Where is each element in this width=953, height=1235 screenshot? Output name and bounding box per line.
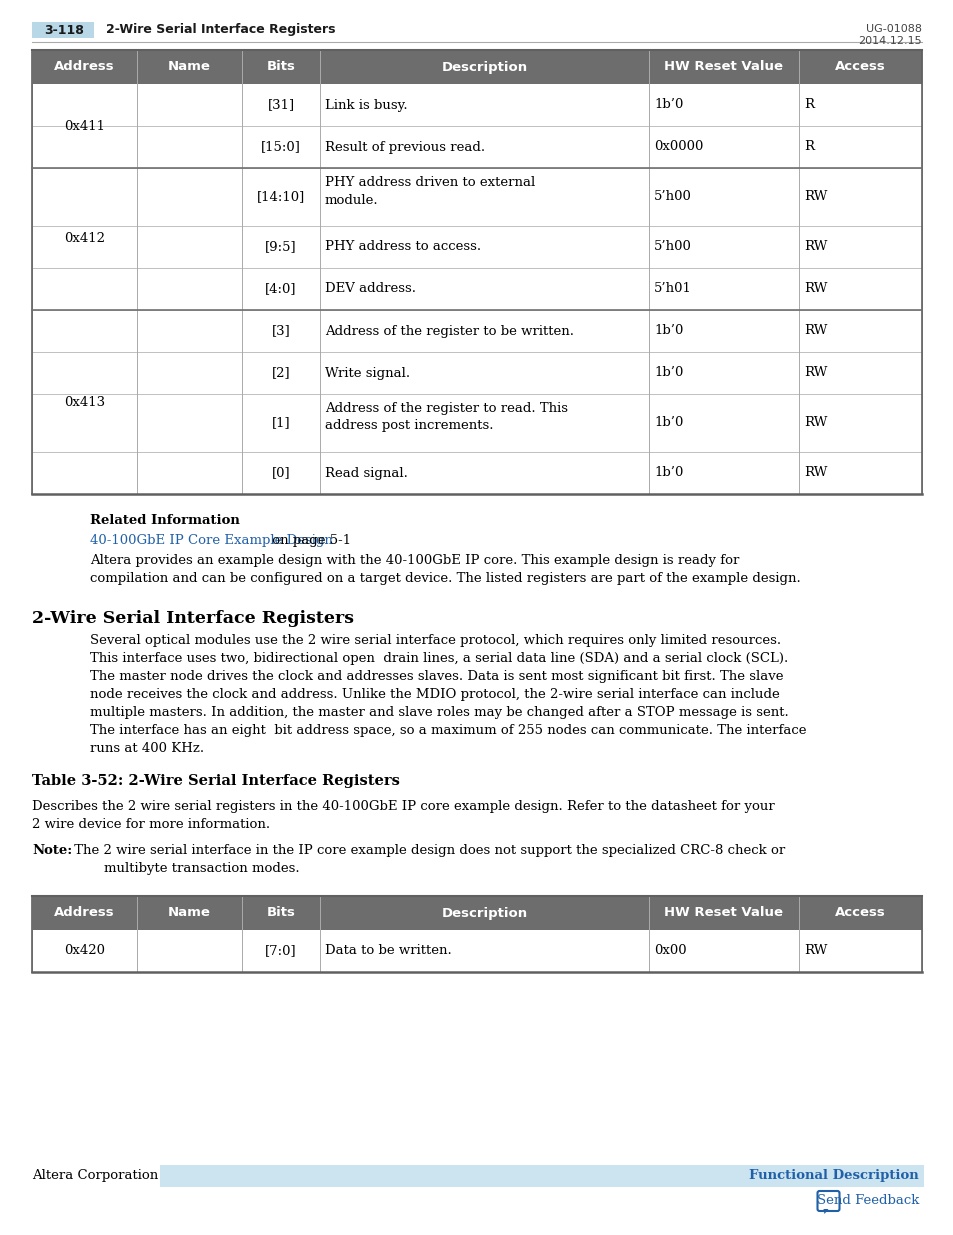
Text: Table 3-52: 2-Wire Serial Interface Registers: Table 3-52: 2-Wire Serial Interface Regi… [32, 774, 399, 788]
Text: Description: Description [441, 61, 527, 74]
Text: [4:0]: [4:0] [265, 283, 296, 295]
Text: Note:: Note: [32, 844, 72, 857]
Text: 5’h01: 5’h01 [654, 283, 691, 295]
Text: 0x0000: 0x0000 [654, 141, 702, 153]
Text: [2]: [2] [272, 367, 290, 379]
Text: RW: RW [803, 190, 826, 204]
Text: 0x412: 0x412 [64, 232, 105, 246]
Text: Description: Description [441, 906, 527, 920]
Text: RW: RW [803, 945, 826, 957]
Text: 1b’0: 1b’0 [654, 367, 682, 379]
FancyBboxPatch shape [32, 22, 94, 38]
Text: Result of previous read.: Result of previous read. [325, 141, 485, 153]
Text: Write signal.: Write signal. [325, 367, 410, 379]
Text: Altera provides an example design with the 40-100GbE IP core. This example desig: Altera provides an example design with t… [90, 555, 800, 585]
Text: R: R [803, 99, 813, 111]
Text: 0x420: 0x420 [64, 945, 105, 957]
Text: HW Reset Value: HW Reset Value [664, 906, 782, 920]
Text: [1]: [1] [272, 416, 290, 430]
FancyBboxPatch shape [160, 1165, 923, 1187]
Text: Address of the register to be written.: Address of the register to be written. [325, 325, 574, 337]
Text: RW: RW [803, 241, 826, 253]
Text: 5’h00: 5’h00 [654, 190, 691, 204]
Text: UG-01088: UG-01088 [865, 23, 921, 35]
Text: Address of the register to read. This
address post increments.: Address of the register to read. This ad… [325, 403, 567, 432]
Text: 40-100GbE IP Core Example Design: 40-100GbE IP Core Example Design [90, 534, 333, 547]
Text: RW: RW [803, 367, 826, 379]
Text: 0x413: 0x413 [64, 395, 105, 409]
Text: [31]: [31] [267, 99, 294, 111]
Text: RW: RW [803, 325, 826, 337]
Text: PHY address to access.: PHY address to access. [325, 241, 480, 253]
Text: 2-Wire Serial Interface Registers: 2-Wire Serial Interface Registers [106, 23, 335, 37]
Text: 0x411: 0x411 [64, 120, 105, 132]
Polygon shape [822, 1209, 827, 1214]
Text: [3]: [3] [272, 325, 290, 337]
Text: on page 5-1: on page 5-1 [268, 534, 351, 547]
Text: Data to be written.: Data to be written. [325, 945, 452, 957]
Text: 1b’0: 1b’0 [654, 467, 682, 479]
Text: Name: Name [168, 61, 211, 74]
Text: [9:5]: [9:5] [265, 241, 296, 253]
FancyBboxPatch shape [32, 49, 921, 84]
Text: R: R [803, 141, 813, 153]
Text: RW: RW [803, 416, 826, 430]
Text: 1b’0: 1b’0 [654, 99, 682, 111]
Text: PHY address driven to external
module.: PHY address driven to external module. [325, 177, 535, 206]
Text: 2014.12.15: 2014.12.15 [858, 36, 921, 46]
Text: Bits: Bits [266, 906, 295, 920]
Text: [14:10]: [14:10] [256, 190, 305, 204]
Text: [0]: [0] [272, 467, 290, 479]
Text: RW: RW [803, 283, 826, 295]
Text: Altera Corporation: Altera Corporation [32, 1170, 158, 1182]
Text: 1b’0: 1b’0 [654, 325, 682, 337]
Text: Related Information: Related Information [90, 514, 239, 527]
Text: Send Feedback: Send Feedback [816, 1194, 918, 1208]
Text: 0x00: 0x00 [654, 945, 686, 957]
Text: Access: Access [834, 61, 885, 74]
Text: 2-Wire Serial Interface Registers: 2-Wire Serial Interface Registers [32, 610, 354, 627]
Text: Functional Description: Functional Description [748, 1170, 918, 1182]
Text: Address: Address [54, 906, 114, 920]
Text: Link is busy.: Link is busy. [325, 99, 407, 111]
FancyBboxPatch shape [32, 897, 921, 930]
Text: [7:0]: [7:0] [265, 945, 296, 957]
Text: RW: RW [803, 467, 826, 479]
Text: DEV address.: DEV address. [325, 283, 416, 295]
Text: Address: Address [54, 61, 114, 74]
Text: 3-118: 3-118 [44, 23, 84, 37]
Text: 1b’0: 1b’0 [654, 416, 682, 430]
Text: The 2 wire serial interface in the IP core example design does not support the s: The 2 wire serial interface in the IP co… [70, 844, 784, 876]
FancyBboxPatch shape [817, 1191, 839, 1212]
Text: [15:0]: [15:0] [261, 141, 300, 153]
Text: Name: Name [168, 906, 211, 920]
Text: Describes the 2 wire serial registers in the 40-100GbE IP core example design. R: Describes the 2 wire serial registers in… [32, 800, 774, 831]
Text: Several optical modules use the 2 wire serial interface protocol, which requires: Several optical modules use the 2 wire s… [90, 634, 805, 755]
Text: HW Reset Value: HW Reset Value [664, 61, 782, 74]
Text: 5’h00: 5’h00 [654, 241, 691, 253]
Text: Read signal.: Read signal. [325, 467, 408, 479]
Text: Bits: Bits [266, 61, 295, 74]
Text: Access: Access [834, 906, 885, 920]
